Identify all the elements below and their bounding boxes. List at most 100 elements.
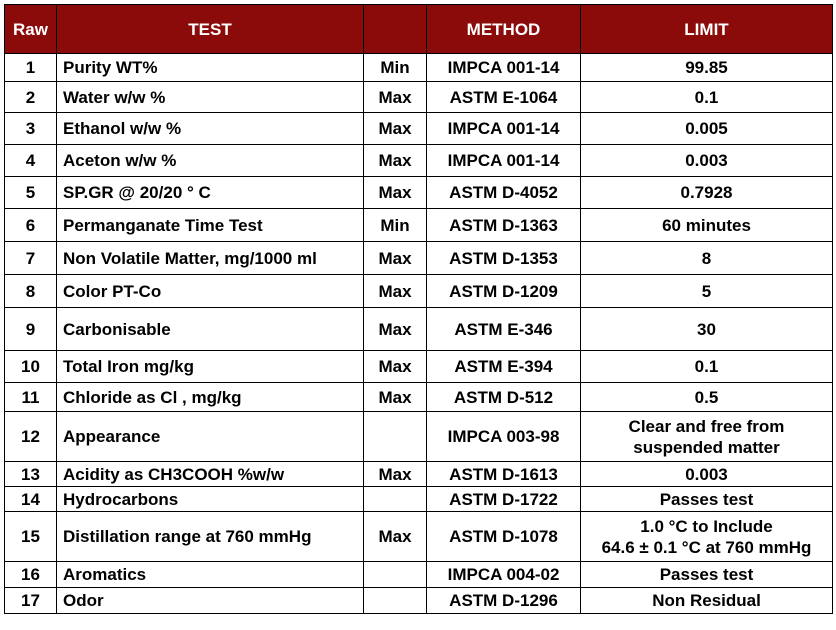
- row-number: 1: [4, 53, 57, 82]
- test-name: Appearance: [56, 411, 364, 462]
- table-row: 15 Distillation range at 760 mmHg Max ASTM …: [4, 511, 833, 562]
- table-row: 9 Carbonisable Max ASTM E-346 30: [4, 307, 833, 351]
- limit-line: 0.003: [685, 151, 728, 170]
- limit-value: 0.5: [580, 382, 833, 412]
- limit-value: 60 minutes: [580, 208, 833, 242]
- test-name: Ethanol w/w %: [56, 112, 364, 145]
- row-number: 11: [4, 382, 57, 412]
- min-max-indicator: Max: [363, 461, 427, 487]
- limit-line: 0.1: [694, 357, 719, 376]
- limit-line: 0.7928: [680, 183, 733, 202]
- min-max-indicator: Max: [363, 81, 427, 113]
- table-row: 12 Appearance IMPCA 003-98 Clear and free f…: [4, 411, 833, 462]
- test-name: Total Iron mg/kg: [56, 350, 364, 383]
- row-number: 17: [4, 587, 57, 614]
- table-row: 11 Chloride as Cl , mg/kg Max ASTM D-512 0.5: [4, 382, 833, 412]
- test-method: ASTM E-346: [426, 307, 581, 351]
- min-max-indicator: Max: [363, 144, 427, 177]
- test-name: Chloride as Cl , mg/kg: [56, 382, 364, 412]
- test-name: Hydrocarbons: [56, 486, 364, 512]
- limit-value: 0.7928: [580, 176, 833, 209]
- table-row: 5 SP.GR @ 20/20 ° C Max ASTM D-4052 0.7928: [4, 176, 833, 209]
- min-max-indicator: Min: [363, 208, 427, 242]
- header-limit: LIMIT: [580, 4, 833, 54]
- header-row: Raw TEST METHOD LIMIT: [4, 4, 833, 54]
- limit-line: 30: [697, 319, 716, 339]
- row-number: 6: [4, 208, 57, 242]
- limit-line: 0.005: [685, 119, 728, 138]
- limit-value: 0.1: [580, 350, 833, 383]
- limit-value: 30: [580, 307, 833, 351]
- limit-line: 0.003: [685, 464, 728, 484]
- table-row: 17 Odor ASTM D-1296 Non Residual: [4, 587, 833, 614]
- limit-line: 0.5: [694, 387, 719, 407]
- min-max-indicator: Max: [363, 176, 427, 209]
- row-number: 10: [4, 350, 57, 383]
- table-row: 13 Acidity as CH3COOH %w/w Max ASTM D-1613 0…: [4, 461, 833, 487]
- min-max-indicator: Max: [363, 382, 427, 412]
- test-method: ASTM E-1064: [426, 81, 581, 113]
- test-name: Color PT-Co: [56, 274, 364, 308]
- limit-value: 0.005: [580, 112, 833, 145]
- limit-line: 99.85: [685, 58, 728, 77]
- limit-line: Passes test: [659, 565, 754, 584]
- min-max-indicator: Min: [363, 53, 427, 82]
- min-max-indicator: [363, 587, 427, 614]
- table-row: 1 Purity WT% Min IMPCA 001-14 99.85: [4, 53, 833, 82]
- min-max-indicator: Max: [363, 274, 427, 308]
- limit-value: Non Residual: [580, 587, 833, 614]
- limit-value: Passes test: [580, 486, 833, 512]
- header-test: TEST: [56, 4, 364, 54]
- test-method: ASTM E-394: [426, 350, 581, 383]
- test-method: IMPCA 001-14: [426, 144, 581, 177]
- limit-value: 0.003: [580, 144, 833, 177]
- min-max-indicator: Max: [363, 511, 427, 562]
- limit-line: 60 minutes: [662, 215, 751, 235]
- row-number: 12: [4, 411, 57, 462]
- specification-table: Raw TEST METHOD LIMIT 1 Purity WT% Min IMPC…: [4, 4, 833, 614]
- limit-line: 64.6 ± 0.1 °C at 760 mmHg: [601, 537, 812, 557]
- test-method: IMPCA 001-14: [426, 53, 581, 82]
- row-number: 9: [4, 307, 57, 351]
- test-name: SP.GR @ 20/20 ° C: [56, 176, 364, 209]
- header-method: METHOD: [426, 4, 581, 54]
- test-name: Aceton w/w %: [56, 144, 364, 177]
- test-name: Acidity as CH3COOH %w/w: [56, 461, 364, 487]
- limit-value: Passes test: [580, 561, 833, 588]
- row-number: 14: [4, 486, 57, 512]
- min-max-indicator: [363, 411, 427, 462]
- test-method: ASTM D-1722: [426, 486, 581, 512]
- table-row: 16 Aromatics IMPCA 004-02 Passes test: [4, 561, 833, 588]
- test-name: Water w/w %: [56, 81, 364, 113]
- row-number: 16: [4, 561, 57, 588]
- table-row: 6 Permanganate Time Test Min ASTM D-1363 60 …: [4, 208, 833, 242]
- test-method: ASTM D-1296: [426, 587, 581, 614]
- table-row: 3 Ethanol w/w % Max IMPCA 001-14 0.005: [4, 112, 833, 145]
- table-row: 4 Aceton w/w % Max IMPCA 001-14 0.003: [4, 144, 833, 177]
- test-name: Carbonisable: [56, 307, 364, 351]
- limit-line: 1.0 °C to Include: [640, 516, 773, 536]
- test-method: ASTM D-1363: [426, 208, 581, 242]
- table-row: 8 Color PT-Co Max ASTM D-1209 5: [4, 274, 833, 308]
- limit-value: Clear and free from suspended matter: [580, 411, 833, 462]
- limit-value: 8: [580, 241, 833, 275]
- test-method: ASTM D-1353: [426, 241, 581, 275]
- limit-line: 0.1: [694, 87, 719, 107]
- test-method: ASTM D-1078: [426, 511, 581, 562]
- row-number: 8: [4, 274, 57, 308]
- test-name: Purity WT%: [56, 53, 364, 82]
- limit-value: 5: [580, 274, 833, 308]
- limit-line: Clear and free from: [628, 416, 785, 436]
- min-max-indicator: [363, 561, 427, 588]
- row-number: 5: [4, 176, 57, 209]
- test-name: Odor: [56, 587, 364, 614]
- row-number: 15: [4, 511, 57, 562]
- table-row: 14 Hydrocarbons ASTM D-1722 Passes test: [4, 486, 833, 512]
- test-method: ASTM D-4052: [426, 176, 581, 209]
- row-number: 13: [4, 461, 57, 487]
- test-method: ASTM D-512: [426, 382, 581, 412]
- test-method: IMPCA 001-14: [426, 112, 581, 145]
- min-max-indicator: Max: [363, 241, 427, 275]
- test-method: ASTM D-1613: [426, 461, 581, 487]
- limit-line: 5: [701, 281, 712, 301]
